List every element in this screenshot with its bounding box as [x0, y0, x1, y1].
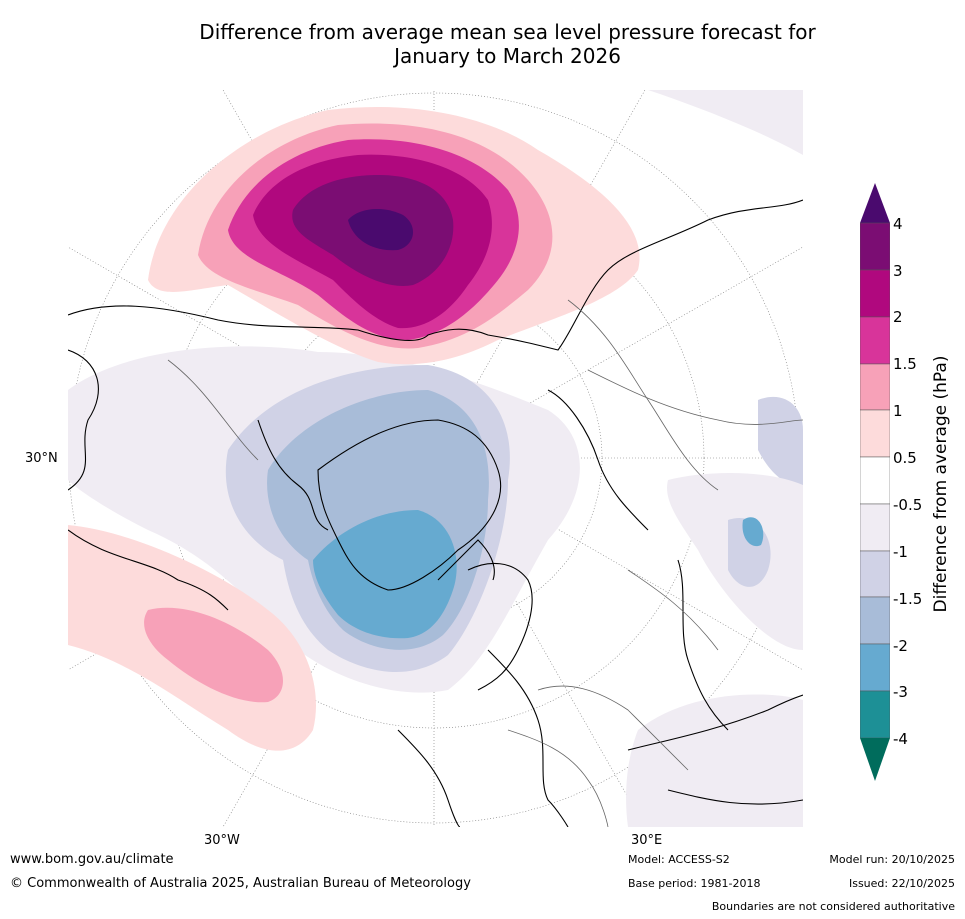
footer-model-run: Model run: 20/10/2025 [829, 853, 955, 866]
colorbar-arrow-below [860, 738, 890, 781]
colorbar-tick-label: 1.5 [893, 355, 917, 373]
colorbar [860, 183, 890, 781]
colorbar-swatch-m2-to-m1-5 [860, 596, 890, 645]
colorbar-tick-label: 2 [893, 308, 903, 326]
footer-boundaries-note: Boundaries are not considered authoritat… [711, 900, 955, 913]
colorbar-tick-label: 3 [893, 262, 903, 280]
colorbar-swatch-neutral [860, 456, 890, 505]
colorbar-tick-label: 0.5 [893, 449, 917, 467]
colorbar-tick-label: 4 [893, 215, 903, 233]
colorbar-swatch-2-to-3 [860, 269, 890, 318]
footer-url: www.bom.gov.au/climate [10, 852, 174, 867]
footer-copyright: © Commonwealth of Australia 2025, Austra… [10, 876, 471, 891]
map-title: Difference from average mean sea level p… [90, 20, 925, 68]
colorbar-tick-label: -0.5 [893, 496, 923, 514]
colorbar-swatch-m1-to-m0-5 [860, 503, 890, 552]
colorbar-tick-label: -1.5 [893, 590, 923, 608]
colorbar-tick-label: -1 [893, 543, 908, 561]
footer-base-period: Base period: 1981-2018 [628, 877, 761, 890]
colorbar-swatch-3-to-4 [860, 222, 890, 271]
title-line-2: January to March 2026 [394, 44, 621, 68]
colorbar-tick-label: 1 [893, 402, 903, 420]
colorbar-swatch-m3-to-m2 [860, 643, 890, 692]
longitude-label-30e: 30°E [631, 833, 663, 848]
footer-model: Model: ACCESS-S2 [628, 853, 730, 866]
title-line-1: Difference from average mean sea level p… [199, 20, 816, 44]
longitude-label-30w: 30°W [204, 833, 240, 848]
colorbar-swatch-1-to-1-5 [860, 363, 890, 411]
colorbar-arrow-above [860, 183, 890, 223]
colorbar-title: Difference from average (hPa) [931, 355, 951, 613]
colorbar-swatch-m4-to-m3 [860, 690, 890, 739]
colorbar-tick-label: -3 [893, 683, 908, 701]
negative-anomaly-region [68, 90, 803, 827]
footer-issued: Issued: 22/10/2025 [848, 877, 955, 890]
positive-anomaly-region-southwest [68, 525, 316, 751]
latitude-label-30n: 30°N [25, 451, 58, 466]
colorbar-swatch-m1-5-to-m1 [860, 550, 890, 598]
colorbar-swatch-0-5-to-1 [860, 409, 890, 458]
colorbar-tick-label: -4 [893, 730, 908, 748]
positive-anomaly-region-pacific [148, 106, 640, 365]
anomaly-map [68, 90, 803, 827]
map-panel [68, 90, 803, 827]
colorbar-swatch-1-5-to-2 [860, 316, 890, 365]
coastlines [68, 199, 803, 827]
colorbar-tick-label: -2 [893, 637, 908, 655]
country-borders [167, 299, 803, 827]
